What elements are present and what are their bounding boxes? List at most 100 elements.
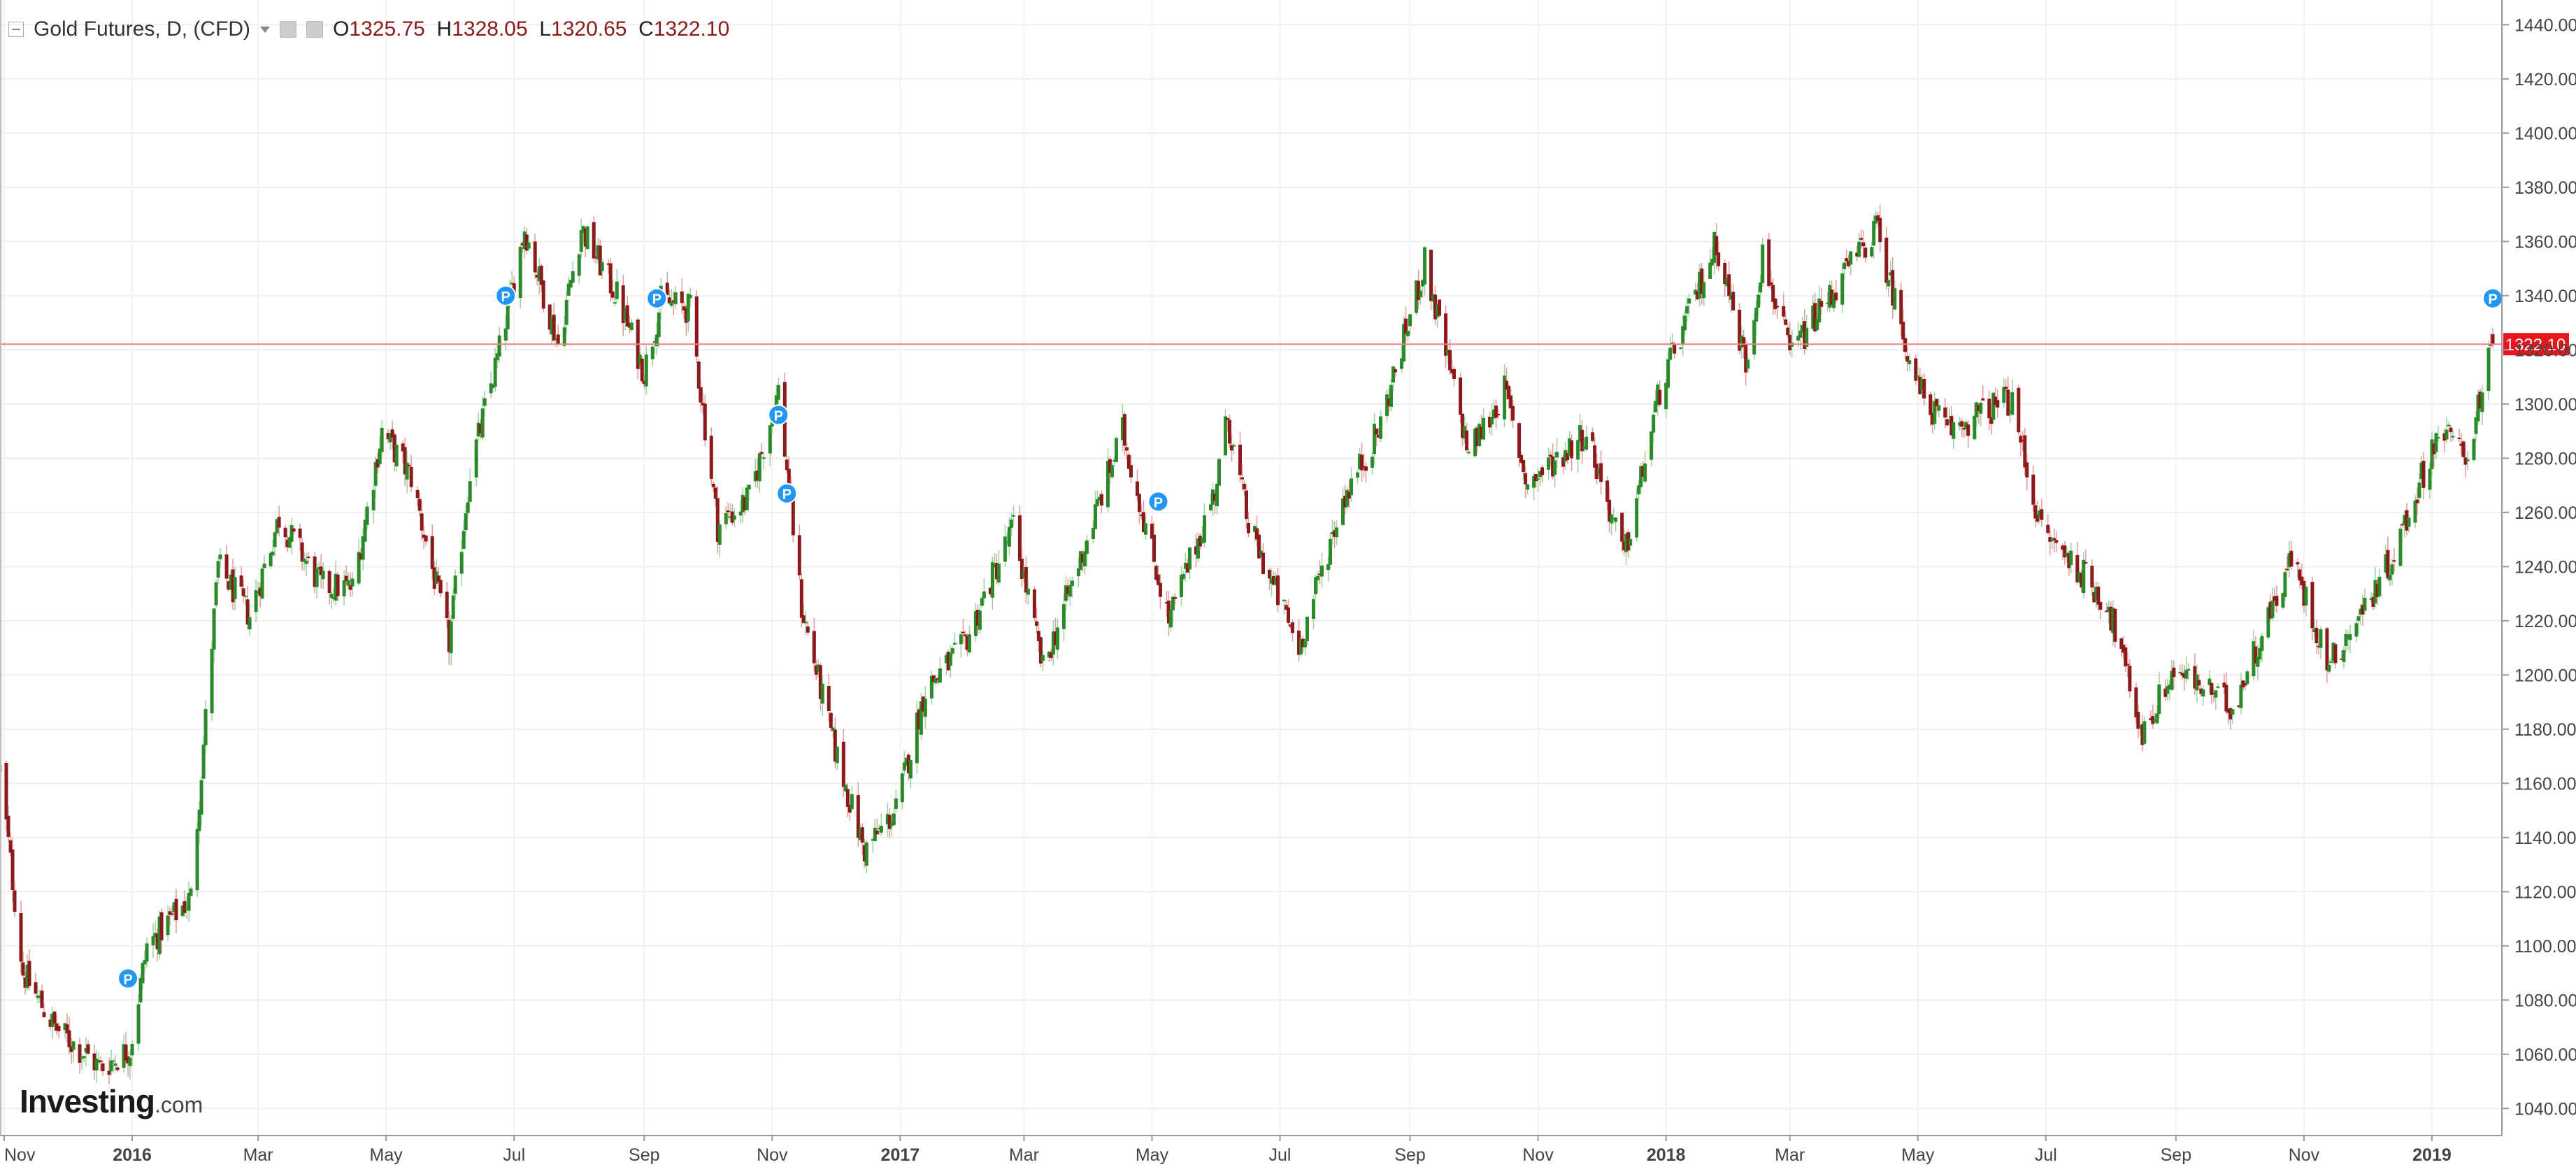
candle-body: [1152, 534, 1156, 562]
candle-body: [2447, 424, 2451, 427]
settings-icon[interactable]: [306, 21, 324, 38]
candle-body: [539, 266, 543, 285]
candle-body: [1626, 532, 1631, 551]
candle-body: [1687, 298, 1691, 304]
candle-body: [1347, 492, 1352, 499]
marker-p[interactable]: P: [495, 285, 517, 306]
collapse-icon[interactable]: [8, 22, 24, 37]
candle-body: [2390, 564, 2394, 575]
candle-body: [1767, 239, 1771, 287]
candle-body: [889, 822, 894, 826]
candle-body: [2054, 540, 2059, 543]
candle-body: [1318, 573, 1322, 575]
candle-body: [1903, 338, 1908, 352]
candle-body: [214, 582, 218, 606]
candle-body: [168, 911, 172, 915]
candle-body: [1391, 366, 1396, 382]
candle-body: [2371, 596, 2375, 607]
candle-body: [594, 257, 598, 259]
candle-body: [1805, 327, 1809, 347]
candle-body: [858, 828, 862, 840]
candle-body: [929, 675, 933, 699]
candle-body: [1419, 290, 1423, 298]
candle-body: [1299, 638, 1303, 654]
candle-body: [667, 297, 671, 303]
candle-body: [1450, 369, 1454, 373]
candle-body: [550, 317, 554, 335]
candle-body: [1238, 444, 1242, 475]
candle-body: [229, 574, 233, 590]
candle-body: [816, 664, 820, 672]
candle-body: [1608, 499, 1612, 522]
candle-body: [1126, 454, 1131, 469]
eye-icon[interactable]: [280, 21, 297, 38]
candle-body: [900, 773, 904, 803]
candle-body: [506, 299, 510, 329]
candle-body: [923, 699, 927, 717]
candle-body: [1975, 402, 1979, 417]
candle-body: [738, 511, 743, 516]
candle-body: [615, 281, 619, 299]
candle-body: [1019, 559, 1024, 579]
marker-p[interactable]: P: [1147, 491, 1169, 513]
candle-body: [978, 610, 982, 630]
close-label: C: [638, 17, 654, 41]
candle-body: [1480, 427, 1484, 440]
candle-body: [241, 588, 245, 596]
candle-body: [2449, 427, 2453, 433]
marker-p[interactable]: P: [117, 968, 139, 989]
x-tick-label: May: [370, 1145, 403, 1165]
candle-body: [124, 1044, 128, 1061]
candle-body: [1364, 466, 1368, 471]
candle-body: [289, 525, 294, 542]
candle-body: [1700, 269, 1704, 294]
candle-body: [806, 626, 810, 633]
candle-body: [1654, 401, 1658, 413]
candle-body: [2019, 436, 2023, 443]
marker-p[interactable]: P: [2482, 287, 2503, 309]
candle-body: [1666, 359, 1670, 388]
candle-body: [1744, 344, 1748, 373]
candle-body: [967, 634, 971, 652]
candle-body: [1297, 630, 1301, 655]
candle-body: [1775, 306, 1780, 308]
chevron-down-icon[interactable]: [260, 26, 271, 33]
candle-body: [478, 424, 482, 434]
candle-body: [1796, 336, 1801, 341]
candle-body: [1635, 498, 1639, 538]
candle-body: [936, 678, 940, 680]
candles: [0, 204, 2495, 1084]
candle-body: [1076, 568, 1080, 577]
candle-body: [1492, 409, 1496, 419]
candle-body: [2048, 537, 2052, 542]
candle-body: [1070, 580, 1074, 587]
candle-body: [996, 564, 1001, 583]
candle-body: [218, 554, 222, 559]
candle-body: [1555, 452, 1559, 458]
candle-body: [1187, 547, 1192, 570]
candle-body: [1490, 417, 1494, 425]
marker-p[interactable]: P: [776, 482, 798, 504]
marker-label: P: [1154, 495, 1163, 510]
candle-body: [1710, 259, 1715, 266]
candle-body: [1832, 294, 1836, 308]
candle-body: [988, 587, 992, 594]
candle-body: [524, 234, 529, 251]
candle-body: [1436, 304, 1440, 317]
candle-body: [239, 575, 243, 587]
marker-p[interactable]: P: [768, 404, 789, 426]
candle-body: [1326, 564, 1331, 571]
candle-body: [1511, 406, 1515, 421]
candle-body: [1017, 515, 1022, 561]
candle-body: [145, 943, 149, 962]
candle-body: [42, 1012, 46, 1017]
symbol-title[interactable]: Gold Futures, D, (CFD): [34, 17, 251, 41]
candle-body: [1038, 637, 1043, 664]
candle-body: [724, 513, 728, 524]
candle-body: [1285, 605, 1289, 610]
candle-body: [378, 448, 382, 464]
candle-body: [80, 1057, 84, 1059]
candle-body: [554, 338, 558, 340]
marker-p[interactable]: P: [646, 287, 668, 309]
